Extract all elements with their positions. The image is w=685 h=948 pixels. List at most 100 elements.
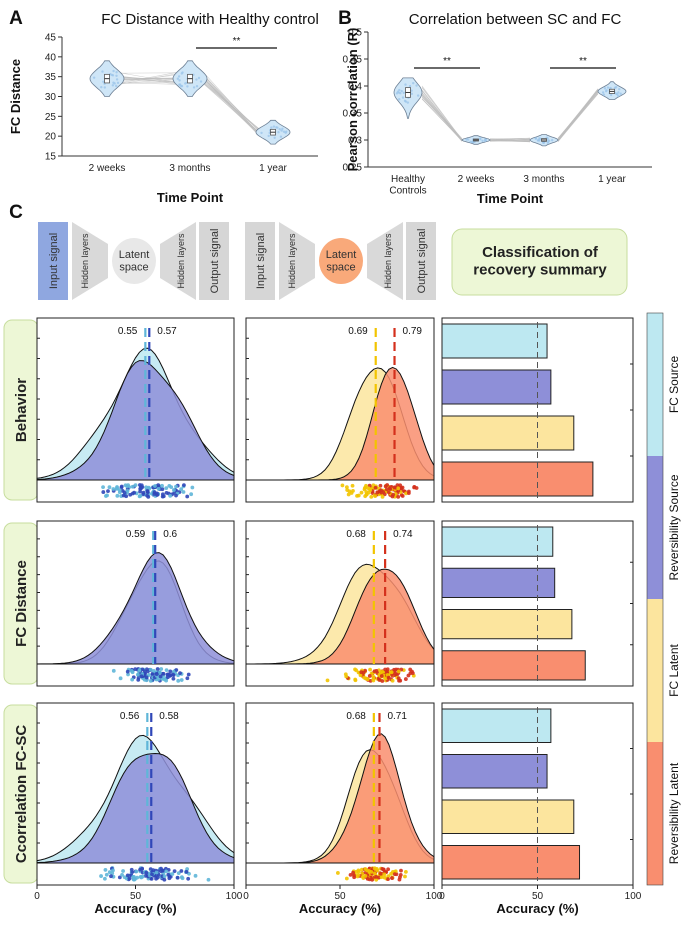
scatter-point (117, 488, 122, 493)
violin-point (180, 84, 184, 88)
scatter-point (386, 675, 391, 680)
scatter-point (109, 874, 113, 879)
x-tick-label: Healthy Controls (389, 174, 426, 197)
scatter-point (374, 875, 378, 879)
x-tick-label: 100 (625, 891, 642, 902)
density-reversibility (36, 752, 235, 864)
violin-point (195, 84, 199, 88)
violin-point (192, 86, 196, 89)
scatter-point (396, 669, 401, 674)
scatter-point (107, 485, 112, 490)
scatter-point (131, 875, 136, 879)
scatter-point (164, 869, 169, 874)
scatter-point (159, 869, 164, 874)
scatter-point (386, 877, 390, 882)
density-reversibility (36, 360, 235, 481)
bar-fc-latent (441, 609, 573, 640)
pair-line (489, 137, 531, 141)
scatter-point (125, 489, 130, 493)
scatter-point (403, 869, 408, 874)
scatter-point (377, 678, 382, 682)
legend-label: Reversibility Source (667, 474, 681, 580)
violin-point (605, 89, 608, 92)
scatter-point (389, 670, 394, 675)
scatter-point (148, 678, 153, 683)
scatter-point (140, 874, 145, 879)
violin-point (481, 139, 484, 143)
scatter-point (168, 494, 173, 498)
scatter-point (157, 670, 162, 675)
scatter-point (149, 877, 154, 881)
scatter-point (158, 674, 163, 679)
hidden-layers-label: Hidden layers (287, 233, 297, 289)
scatter-point (363, 874, 368, 878)
violin-point (260, 131, 263, 135)
scatter-point (391, 492, 395, 497)
scatter-point (111, 868, 115, 873)
violin-point (92, 76, 96, 79)
scatter-point (404, 491, 408, 496)
bar-reversibility-source (441, 754, 548, 789)
violin-point (180, 72, 183, 75)
y-tick-label: 35 (45, 72, 57, 83)
scatter-point (179, 678, 184, 682)
scatter-point (139, 674, 144, 679)
hidden-layers-label: Hidden layers (176, 233, 186, 289)
x-tick-label: 3 months (523, 174, 564, 185)
scatter-point (367, 674, 372, 678)
y-tick-label: 0.3 (348, 136, 362, 147)
bar-fc-source (441, 323, 548, 359)
scatter-point (352, 875, 357, 880)
violin-point (177, 75, 181, 78)
violin-point (415, 84, 418, 87)
violin-point (285, 130, 288, 133)
x-axis-label: Time Point (157, 190, 224, 205)
scatter-point (156, 486, 161, 491)
pair-line (557, 93, 599, 141)
violin-point (267, 134, 270, 138)
legend-label: FC Source (667, 356, 681, 414)
scatter-point (365, 677, 370, 682)
violin-point (534, 137, 538, 140)
scatter-point (153, 484, 157, 488)
median-label-reversibility: 0.71 (387, 711, 407, 722)
scatter-point (393, 671, 397, 676)
scatter-point (140, 866, 145, 871)
median-label-reversibility: 0.79 (403, 326, 423, 337)
pair-line (557, 88, 599, 141)
scatter-point (138, 493, 143, 498)
violin-point (176, 77, 180, 80)
scatter-point (368, 667, 372, 672)
violin-point (410, 89, 413, 92)
scatter-point (155, 667, 160, 671)
violin-point (550, 139, 554, 142)
violin-point (280, 129, 283, 132)
scatter-point (386, 490, 391, 495)
scatter-point (389, 871, 393, 876)
x-axis-label: Time Point (477, 191, 544, 206)
chart-title: FC Distance with Healthy control (101, 11, 319, 28)
scatter-point (364, 490, 369, 494)
violin-point (272, 125, 276, 128)
scatter-point (156, 677, 161, 682)
scatter-point (102, 876, 107, 881)
scatter-point (128, 492, 133, 497)
violin-point (395, 92, 399, 95)
scatter-point (174, 484, 178, 489)
scatter-point (380, 679, 385, 683)
scatter-point (392, 485, 397, 490)
violin-point (617, 94, 620, 98)
violin-point (602, 93, 606, 96)
scatter-point (103, 868, 108, 872)
latent-node (112, 238, 156, 284)
scatter-point (378, 483, 383, 488)
scatter-point (140, 667, 145, 672)
output-block (199, 222, 229, 300)
bar-fc-source (441, 708, 552, 743)
x-axis-label: Accuracy (%) (299, 901, 381, 916)
scatter-point (135, 672, 140, 677)
scatter-point (390, 876, 394, 880)
scatter-point (190, 485, 195, 490)
scatter-point (373, 485, 378, 490)
scatter-point (141, 490, 146, 495)
